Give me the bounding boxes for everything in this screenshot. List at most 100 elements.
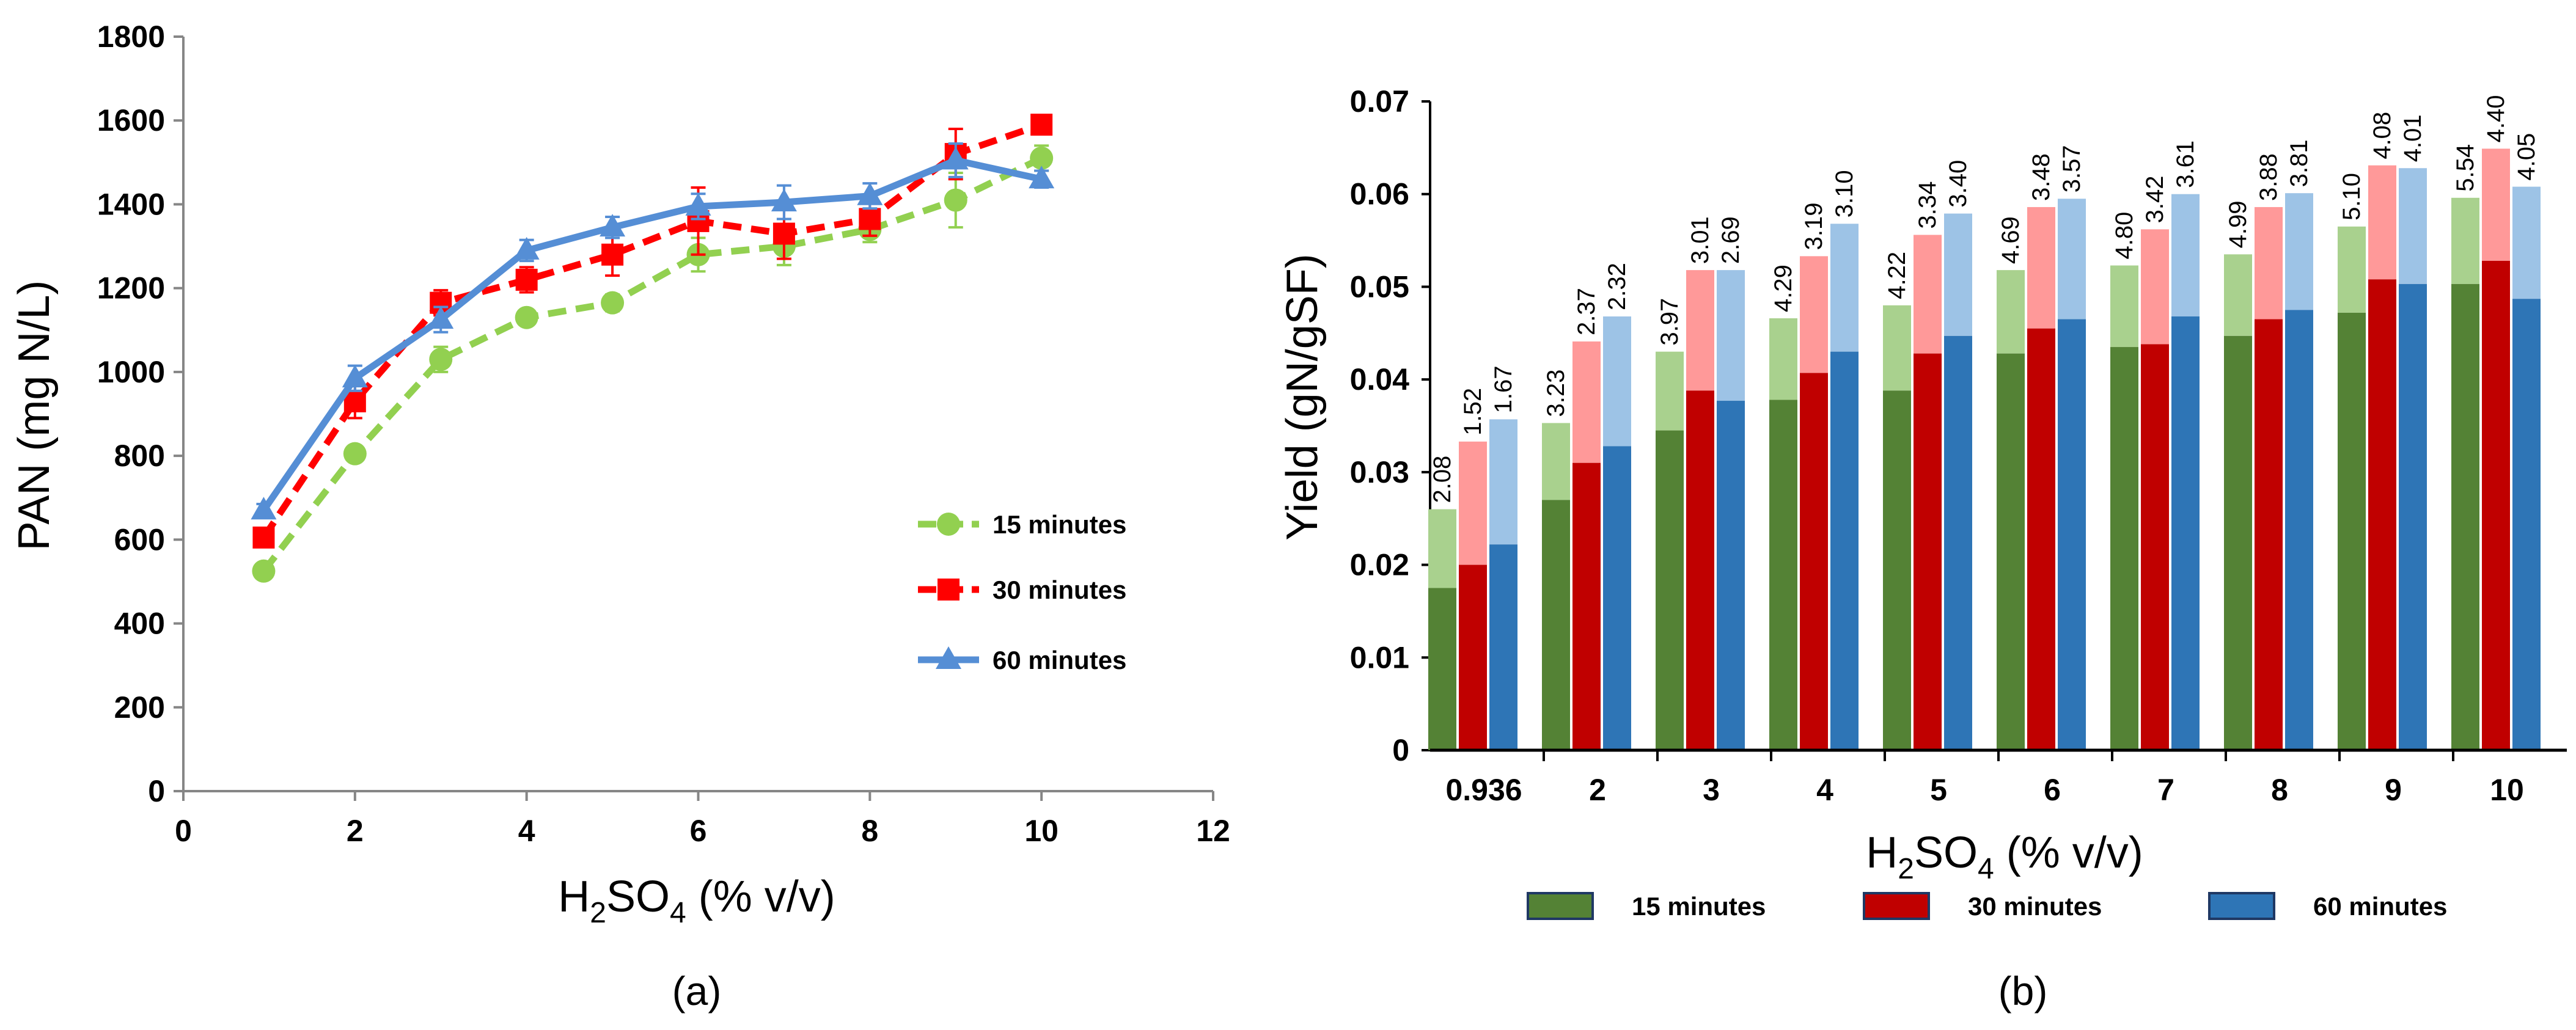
chart-b-data-label: 1.67 [1490, 366, 1517, 414]
chart-b-bar-upper-segment [2512, 186, 2541, 299]
chart-b-bar-upper-segment [1686, 270, 1714, 391]
chart-b-bar-upper-segment [2224, 254, 2252, 336]
chart-b-data-label: 3.23 [1543, 370, 1569, 417]
chart-a-series-line [260, 121, 1043, 539]
chart-b-x-tick-label: 6 [2044, 773, 2061, 807]
chart-b-x-tick-label: 2 [1589, 773, 1606, 807]
chart-b-x-tick-label: 0.936 [1445, 773, 1522, 807]
chart-a-series-3 [251, 142, 1055, 520]
chart-a-legend-marker [936, 646, 961, 669]
chart-b-y-tick-label: 0.01 [1350, 640, 1409, 674]
chart-b-bar-upper-segment [1800, 256, 1828, 373]
chart-b-x-tick-label: 4 [1816, 773, 1833, 807]
chart-a-xlabel: H2SO4 (% v/v) [558, 872, 835, 929]
chart-b-data-label: 4.22 [1884, 252, 1910, 299]
chart-a-legend-label: 60 minutes [993, 646, 1126, 674]
chart-a-y-tick-label: 200 [114, 690, 165, 725]
chart-b-data-label: 1.52 [1459, 388, 1486, 436]
chart-a-data-point [1030, 146, 1054, 170]
chart-a-x-tick-label: 10 [1024, 814, 1059, 848]
chart-a-y-tick-label: 1800 [97, 20, 165, 54]
chart-b-data-label: 3.81 [2286, 139, 2313, 187]
chart-b-y-tick-label: 0.02 [1350, 548, 1409, 582]
chart-b-legend-swatch [1863, 892, 1930, 920]
chart-a-legend: 15 minutes 30 minutes 60 minutes [918, 510, 1126, 674]
chart-b-bar-upper-segment [2368, 165, 2396, 280]
chart-b-bar-lower-segment [2451, 283, 2479, 750]
chart-b-data-label: 3.88 [2255, 153, 2282, 201]
chart-b-bar-upper-segment [2027, 206, 2055, 329]
chart-a-x-tick-label: 8 [861, 814, 878, 848]
chart-b-bar-upper-segment [1542, 423, 1570, 500]
chart-b-bar-upper-segment [2338, 226, 2366, 313]
chart-a-x-tick-label: 0 [175, 814, 192, 848]
chart-b-y-tick-label: 0.04 [1350, 362, 1410, 396]
chart-b-data-label: 2.37 [1573, 288, 1600, 335]
chart-b-data-label: 5.10 [2338, 173, 2365, 221]
chart-b-bar-lower-segment [2171, 316, 2200, 750]
chart-a-y-tick-label: 1200 [97, 271, 165, 305]
chart-b-bar-lower-segment [2482, 260, 2510, 750]
chart-b-bar-lower-segment [1542, 500, 1570, 750]
chart-b-data-label: 4.69 [1997, 216, 2024, 264]
chart-a-y-tick-label: 1000 [97, 355, 165, 389]
chart-b-bar-lower-segment [2368, 279, 2396, 750]
chart-a-data-point [251, 497, 277, 520]
chart-a-data-point [342, 365, 368, 388]
chart-b-data-label: 2.69 [1717, 216, 1744, 264]
chart-a-data-point [1030, 114, 1053, 136]
chart-a-data-point [252, 526, 275, 549]
chart-b-bar-upper-segment [2451, 197, 2479, 284]
chart-b-bar-lower-segment [1717, 401, 1745, 750]
chart-a-legend-marker [938, 579, 960, 601]
chart-b-bar-lower-segment [1830, 351, 1859, 750]
chart-a-data-point [515, 268, 538, 291]
chart-b-bar-upper-segment [2285, 193, 2313, 310]
chart-b-bar-upper-segment [2171, 194, 2200, 316]
chart-b-data-label: 4.99 [2225, 200, 2251, 248]
chart-b-bar-upper-segment [1489, 419, 1517, 545]
chart-b-legend-swatch [2208, 892, 2275, 920]
chart-b-bar-upper-segment [1883, 305, 1911, 391]
chart-a-series-2 [252, 114, 1053, 549]
chart-b-bar-lower-segment [1572, 462, 1601, 750]
chart-a-data-point [685, 192, 711, 216]
chart-b-bar-upper-segment [1428, 509, 1456, 588]
chart-b-bar-upper-segment [1656, 351, 1684, 431]
chart-b-y-tick-label: 0.05 [1350, 269, 1409, 304]
chart-b-bar-lower-segment [1489, 544, 1517, 750]
chart-b-xlabel: H2SO4 (% v/v) [1866, 828, 2143, 885]
chart-b-bar-lower-segment [1914, 353, 1942, 750]
chart-a-data-point [429, 348, 453, 371]
chart-b-data-label: 3.10 [1831, 170, 1858, 217]
chart-a-legend-label: 15 minutes [993, 510, 1126, 539]
chart-a-data-point [601, 291, 625, 315]
chart-b-bar-lower-segment [1883, 390, 1911, 750]
chart-b-x-tick-label: 10 [2490, 773, 2524, 807]
chart-b-bar-lower-segment [2224, 335, 2252, 750]
chart-b-bar-upper-segment [1717, 270, 1745, 401]
chart-a-data-point [515, 305, 538, 329]
chart-b-data-label: 3.40 [1945, 160, 1972, 208]
chart-a-data-point [771, 189, 797, 212]
chart-b-bar-lower-segment [2058, 319, 2086, 750]
chart-a-data-point [600, 214, 626, 237]
chart-b-bar-upper-segment [1914, 235, 1942, 354]
chart-b-bar-lower-segment [2285, 310, 2313, 750]
chart-b-bar-lower-segment [2110, 347, 2138, 750]
chart-b-data-label: 4.08 [2369, 112, 2396, 159]
chart-b-y-tick-label: 0.03 [1350, 455, 1409, 489]
chart-a-data-point [343, 442, 367, 466]
chart-b-y-tick-label: 0 [1392, 733, 1409, 767]
chart-b-y-tick-label: 0.07 [1350, 84, 1409, 119]
chart-a-x-tick-label: 12 [1196, 814, 1230, 848]
chart-b-bar-lower-segment [1428, 588, 1456, 750]
chart-b-bar-upper-segment [2482, 148, 2510, 261]
chart-b-legend-label: 60 minutes [2313, 892, 2447, 921]
chart-b-data-label: 3.57 [2058, 145, 2085, 192]
chart-b-legend: 15 minutes 30 minutes 60 minutes [1527, 892, 2447, 921]
chart-a-data-point [601, 243, 624, 266]
chart-a-data-point [772, 222, 795, 245]
chart-a-data-point [513, 236, 540, 260]
